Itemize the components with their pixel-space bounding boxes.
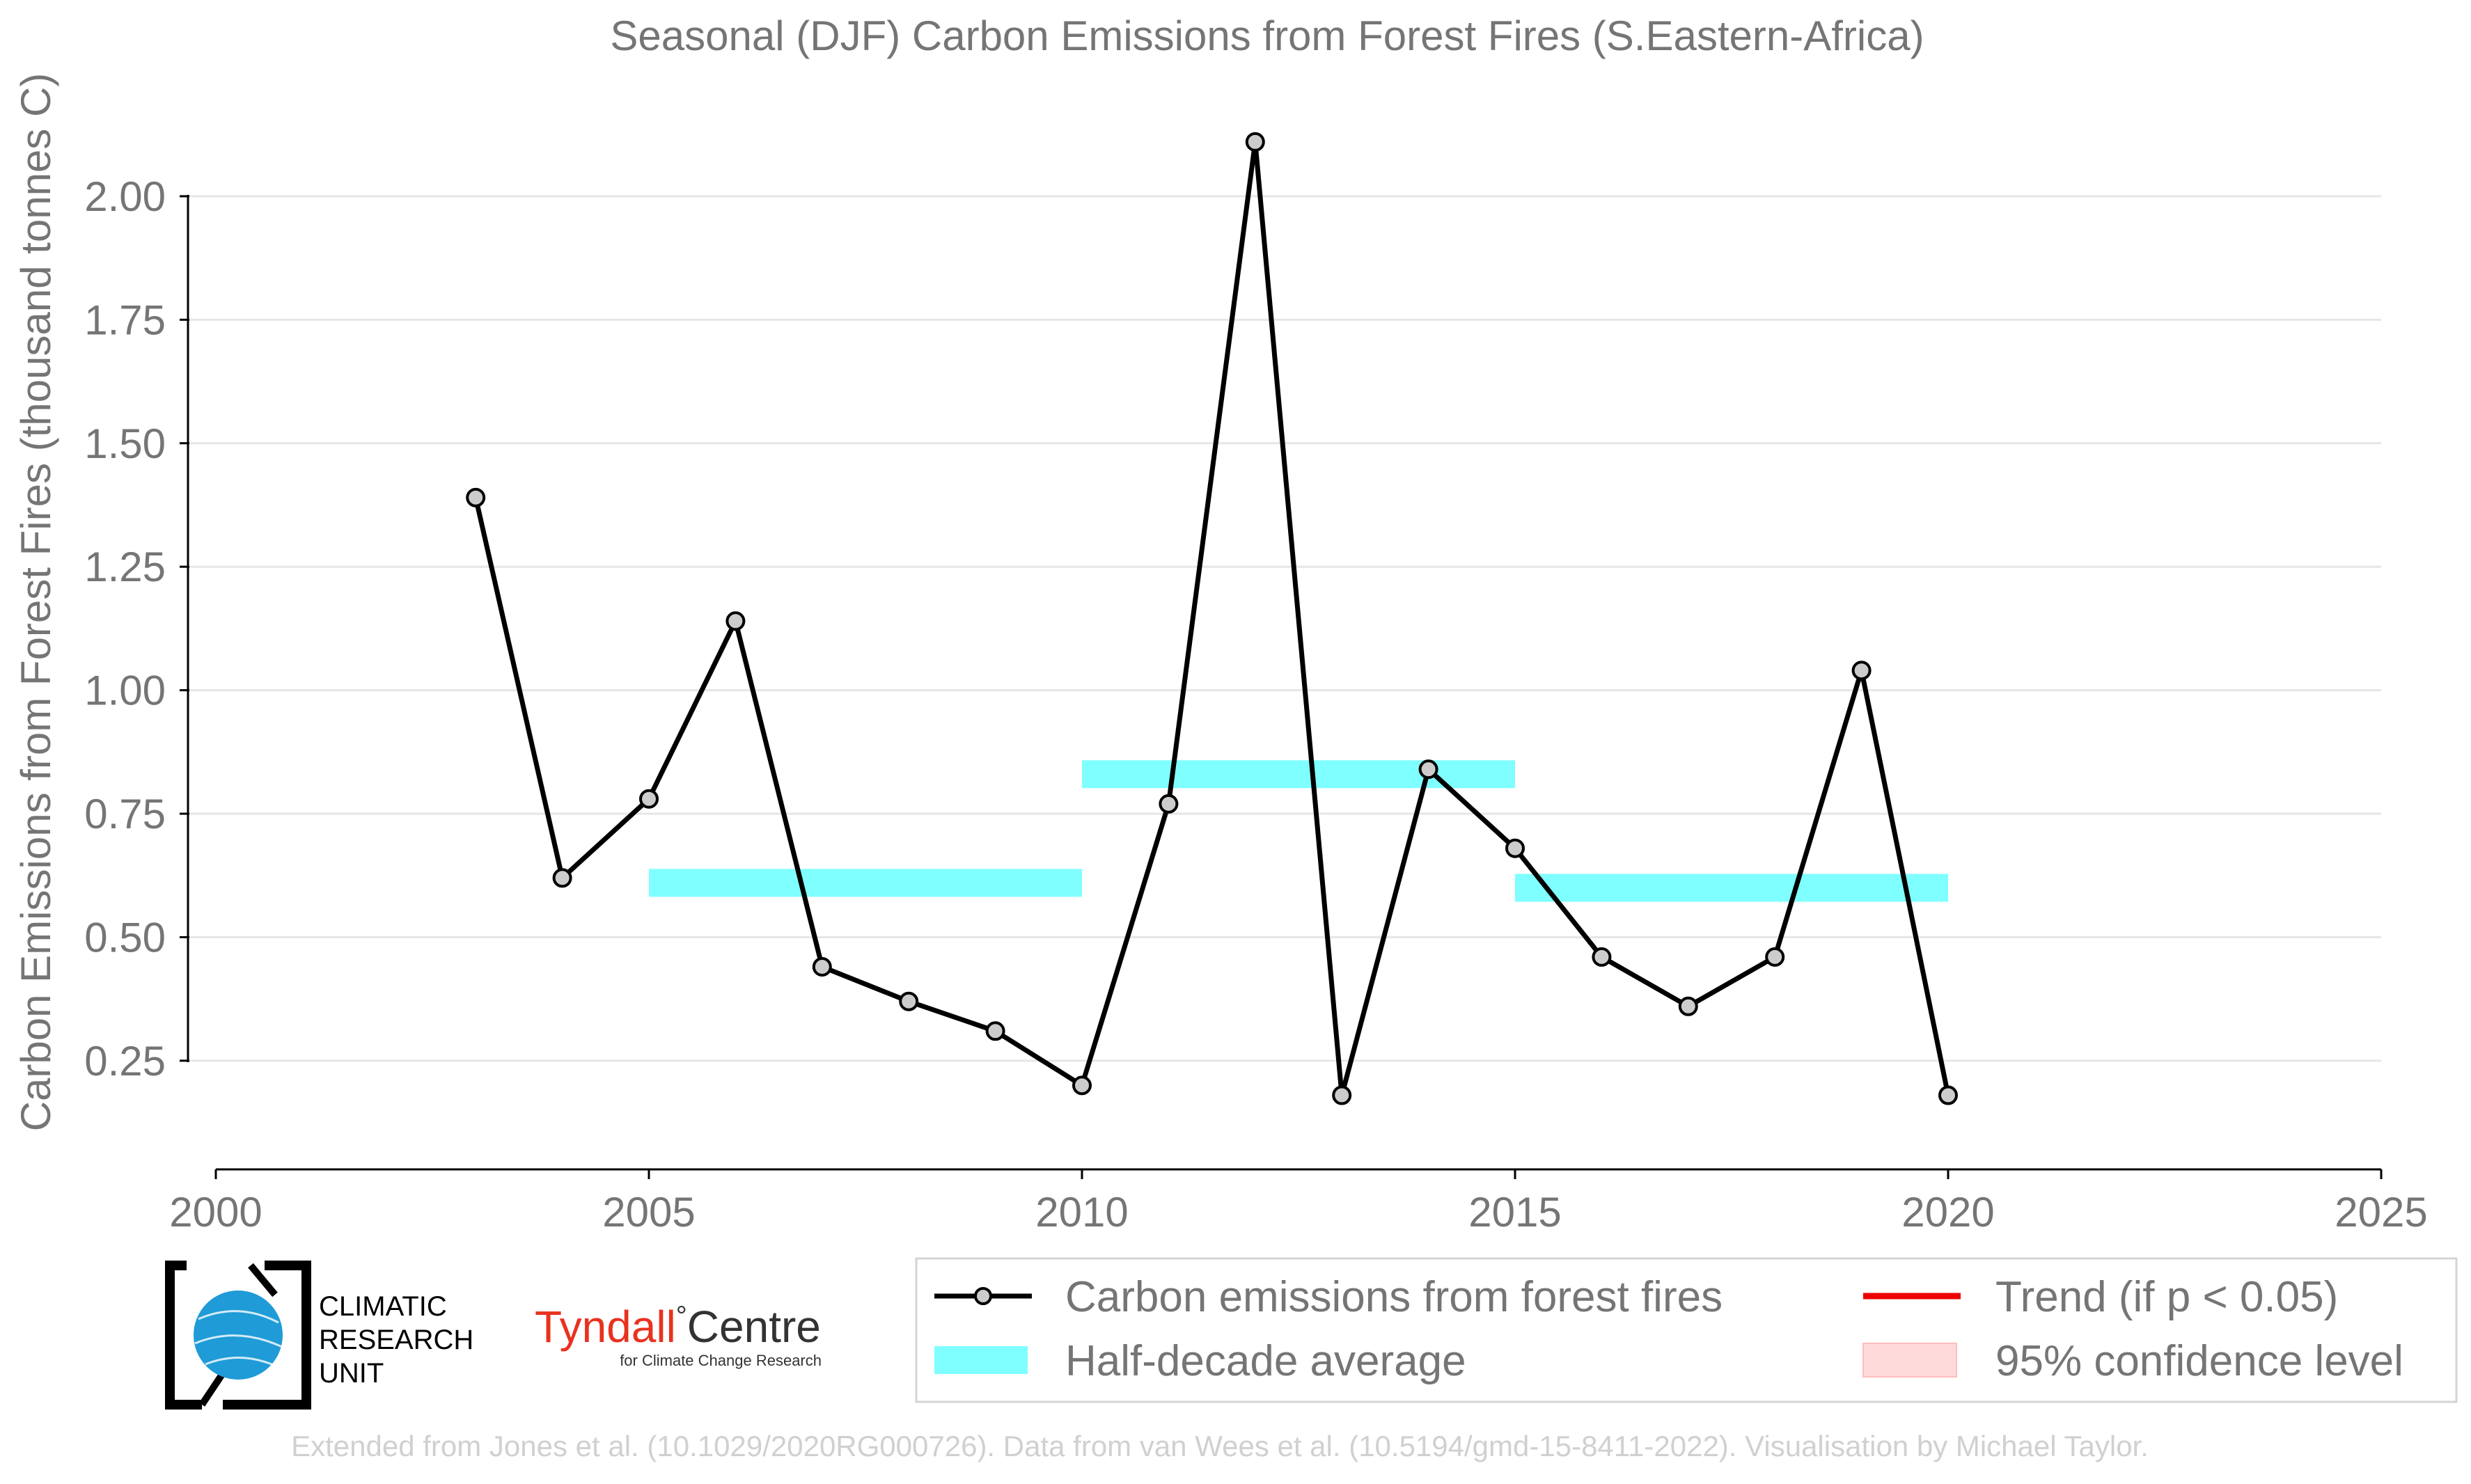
x-tick-label: 2020 [1901, 1189, 1994, 1236]
y-tick-label: 1.25 [84, 544, 166, 590]
tyndall-logo: Tyndall°Centre for Climate Change Resear… [535, 1301, 822, 1369]
y-tick-label: 1.00 [84, 668, 166, 714]
y-tick-label: 0.50 [84, 914, 166, 961]
data-point [1938, 1085, 1958, 1105]
cru-logo-frame-right [223, 1261, 311, 1410]
data-point [1418, 759, 1438, 780]
legend-half-decade-label: Half-decade average [1065, 1337, 1466, 1385]
svg-text:Tyndall°Centre: Tyndall°Centre [535, 1301, 821, 1352]
x-tick-label: 2005 [602, 1189, 695, 1236]
cru-logo: CLIMATIC RESEARCH UNIT [165, 1261, 473, 1410]
x-tick-label: 2015 [1468, 1189, 1561, 1236]
legend-series-marker [974, 1287, 992, 1305]
cru-logo-frame-left [165, 1261, 202, 1410]
data-point [1332, 1085, 1352, 1105]
tick-labels: 0.25 0.50 0.75 1.00 1.25 1.50 1.75 2.00 2000 2005… [84, 173, 2428, 1236]
data-point [1678, 996, 1698, 1016]
legend-confidence-label: 95% confidence level [1995, 1337, 2403, 1385]
legend-trend-label: Trend (if p < 0.05) [1995, 1273, 2338, 1321]
chart-title: Seasonal (DJF) Carbon Emissions from For… [610, 13, 1924, 59]
legend-box [915, 1257, 2458, 1403]
x-tick-label: 2025 [2335, 1189, 2427, 1236]
tyndall-centre: Centre [687, 1302, 821, 1352]
cru-logo-line1: CLIMATIC [319, 1291, 447, 1322]
grid-lines [188, 195, 2381, 1062]
cru-logo-line3: UNIT [319, 1358, 384, 1389]
data-point [639, 789, 659, 809]
data-point [1245, 132, 1265, 152]
tyndall-name: Tyndall [535, 1302, 676, 1352]
data-point [1592, 947, 1612, 967]
x-tick-label: 2000 [169, 1189, 262, 1236]
series-carbon-emissions [466, 132, 1958, 1105]
data-point [725, 611, 746, 631]
half-decade-bar [649, 869, 1082, 897]
legend-half-decade-swatch [934, 1346, 1028, 1374]
half-decade-bars [649, 760, 1948, 902]
data-point [1851, 661, 1872, 681]
tyndall-degree: ° [676, 1301, 687, 1332]
data-point [466, 487, 486, 507]
data-point [1159, 794, 1179, 814]
legend-confidence-swatch [1862, 1343, 1957, 1378]
footer-credits: Extended from Jones et al. (10.1029/2020… [291, 1430, 2149, 1462]
y-tick-label: 0.25 [84, 1038, 166, 1084]
legend-series-label: Carbon emissions from forest fires [1065, 1273, 1723, 1321]
cru-logo-slash-top [248, 1263, 278, 1297]
x-tick-label: 2010 [1035, 1189, 1128, 1236]
tyndall-subtitle: for Climate Change Research [620, 1352, 822, 1369]
data-point [1505, 838, 1525, 858]
half-decade-bar [1082, 760, 1515, 789]
data-point [899, 991, 919, 1011]
y-tick-label: 1.50 [84, 420, 166, 467]
data-point [985, 1021, 1005, 1041]
data-point [812, 957, 832, 977]
legend: Carbon emissions from forest fires Half-… [915, 1257, 2458, 1403]
data-point [1072, 1075, 1092, 1096]
y-tick-label: 0.75 [84, 791, 166, 837]
y-axis-label: Carbon Emissions from Forest Fires (thou… [13, 73, 59, 1132]
cru-logo-line2: RESEARCH [319, 1325, 473, 1355]
axes [180, 194, 2383, 1179]
half-decade-bar [1515, 874, 1948, 902]
y-tick-label: 1.75 [84, 297, 166, 343]
series-line [473, 139, 1951, 1098]
data-point [1765, 947, 1785, 967]
globe-lines [194, 1310, 283, 1367]
data-point [552, 868, 572, 888]
y-tick-label: 2.00 [84, 173, 166, 220]
